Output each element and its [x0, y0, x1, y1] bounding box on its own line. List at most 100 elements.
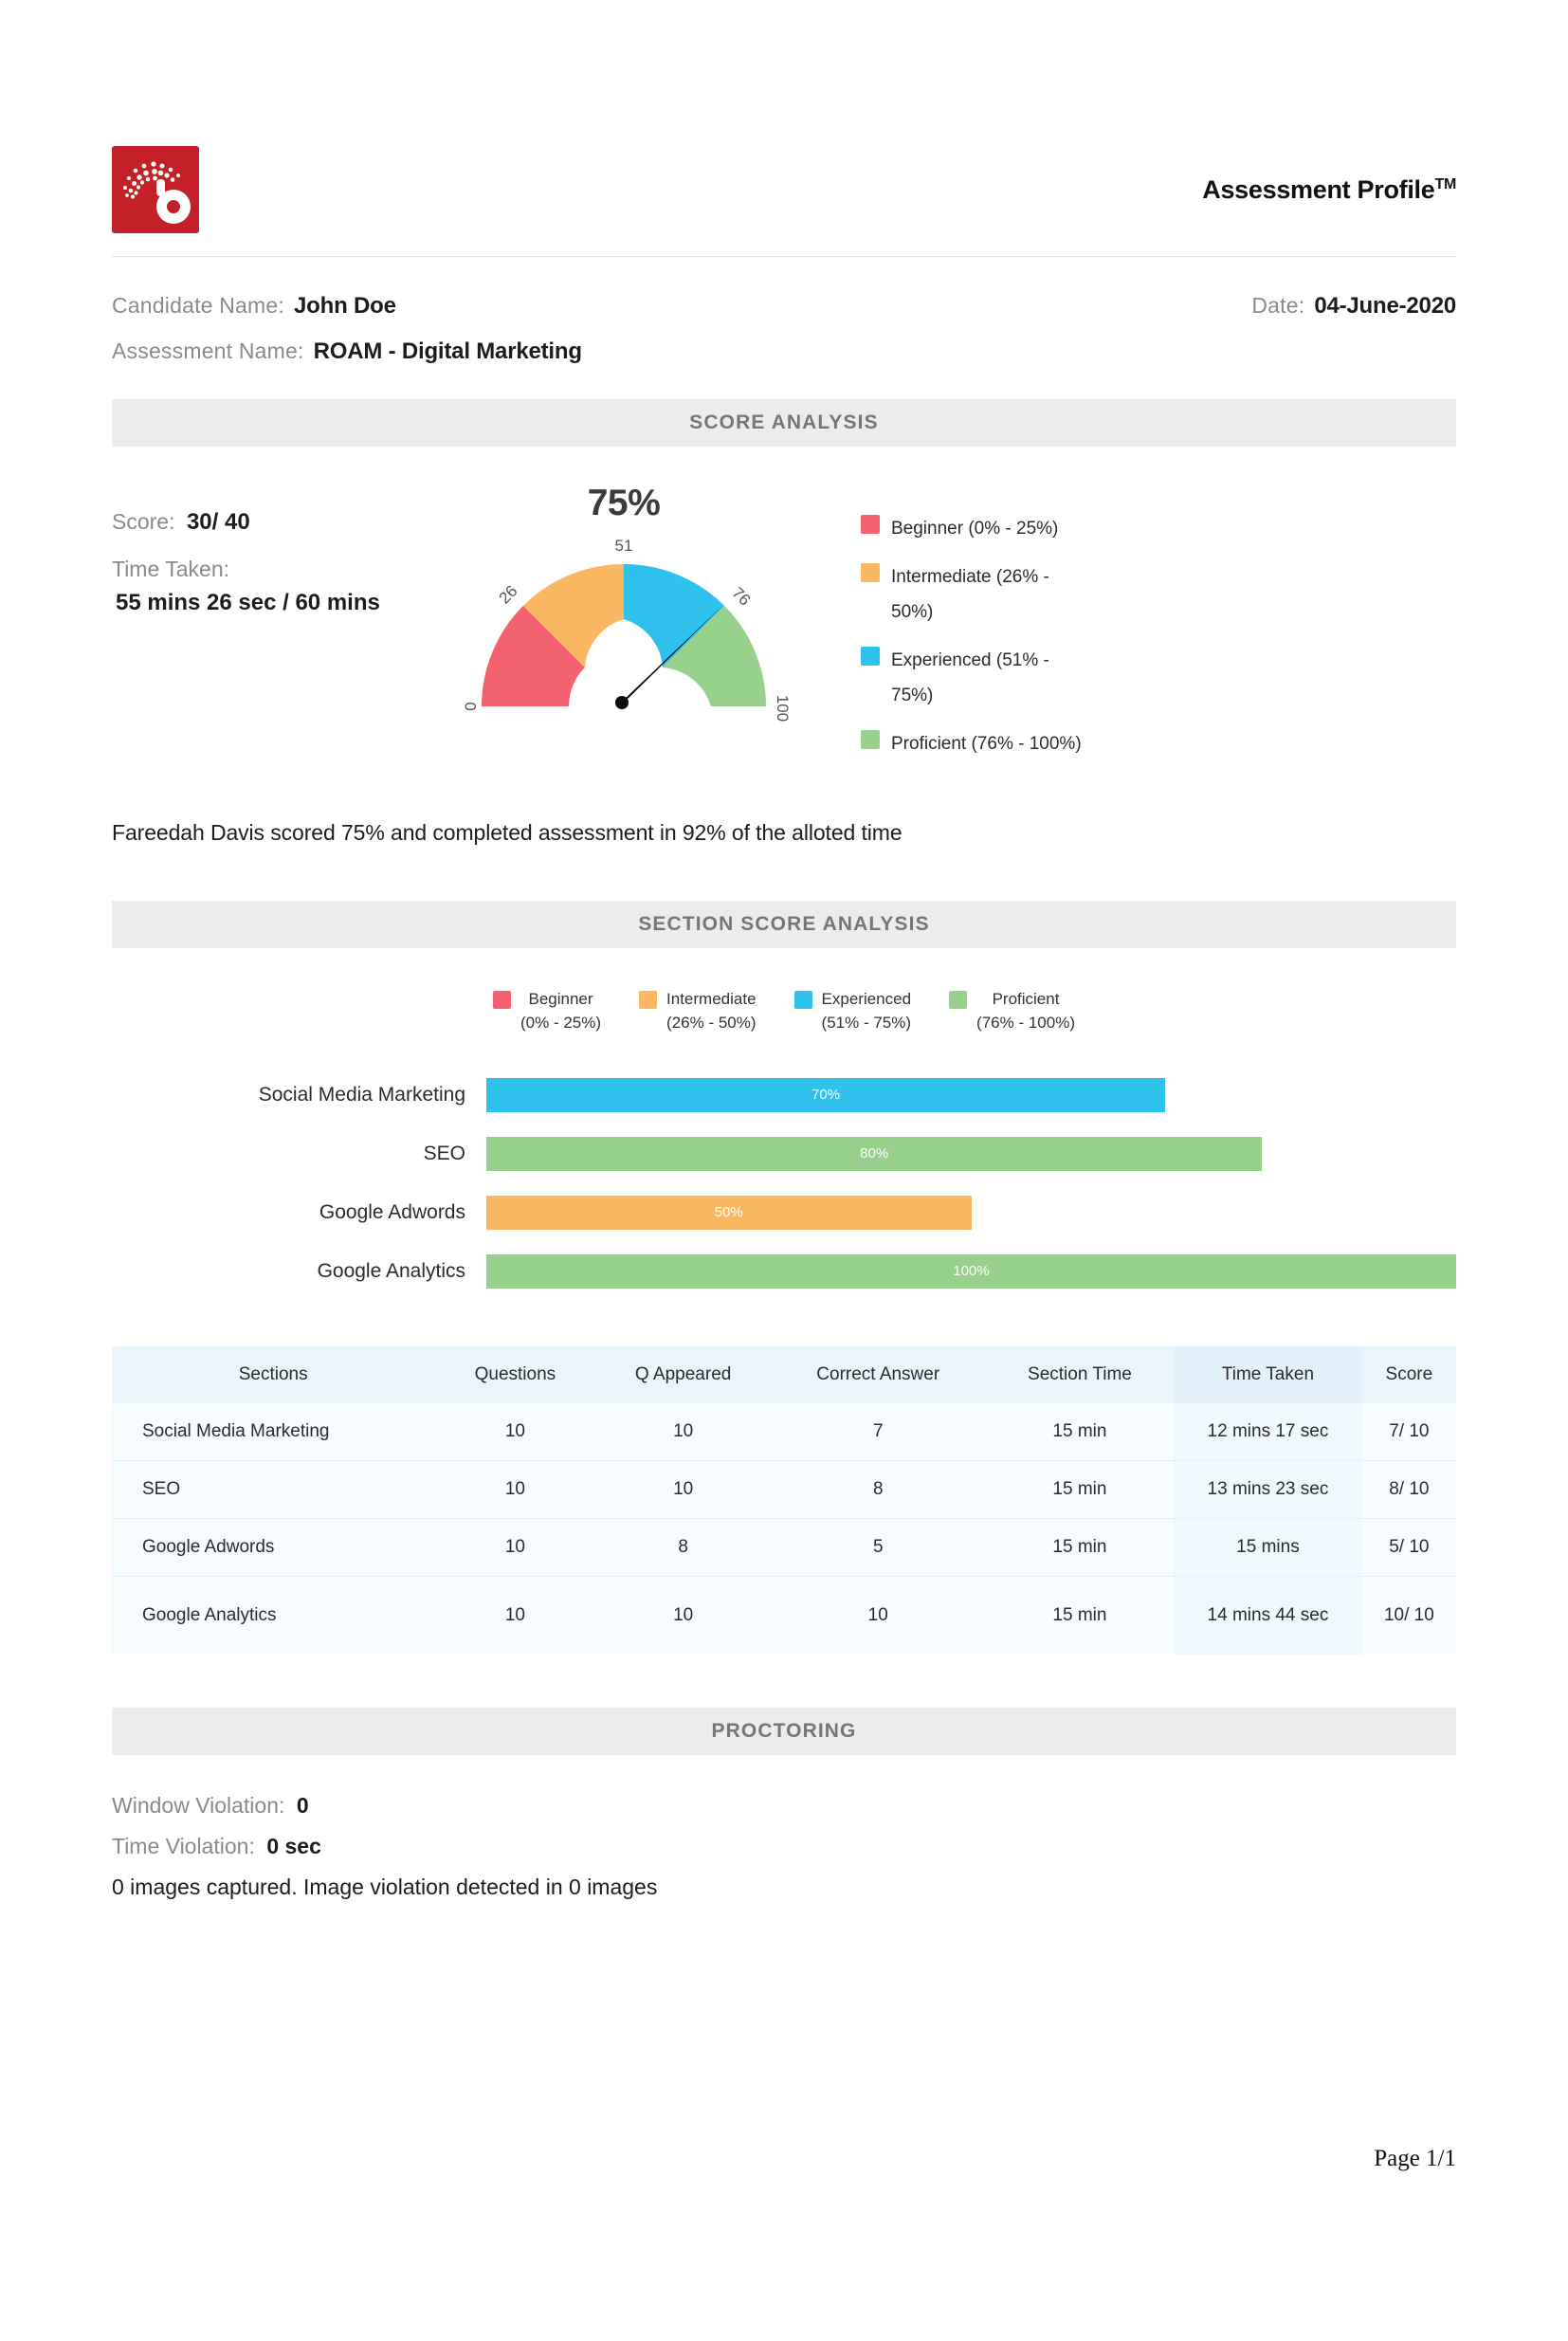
cell-q-appeared: 10: [595, 1576, 771, 1655]
legend-swatch-intermediate-icon: [861, 563, 880, 583]
col-section-time: Section Time: [985, 1345, 1175, 1403]
bar-row: Google Analytics 100%: [112, 1242, 1456, 1301]
bar-label-social-media-marketing: Social Media Marketing: [258, 1083, 465, 1106]
bar-label-seo: SEO: [423, 1142, 465, 1164]
section-legend-item-experienced: Experienced (51% - 75%): [793, 988, 912, 1034]
section-legend-item-beginner: Beginner (0% - 25%): [493, 988, 601, 1034]
cell-section: Social Media Marketing: [112, 1402, 435, 1461]
legend-item-beginner: Beginner (0% - 25%): [861, 511, 1231, 546]
section-legend-name-intermediate: Intermediate: [666, 990, 757, 1009]
section-legend-swatch-beginner-icon: [493, 991, 511, 1010]
section-legend-swatch-proficient-icon: [949, 991, 968, 1010]
bar-value-google-analytics: 100%: [953, 1263, 990, 1280]
section-header-section-score: SECTION SCORE ANALYSIS: [112, 901, 1456, 949]
time-taken-label: Time Taken:: [112, 557, 229, 581]
bar-fill-google-analytics: 100%: [486, 1253, 1456, 1289]
logo-rays-icon: [123, 161, 180, 199]
section-legend-text-experienced: Experienced (51% - 75%): [822, 988, 912, 1034]
logo-letter-b-icon: [156, 179, 191, 224]
bar-row: Google Adwords 50%: [112, 1183, 1456, 1242]
cell-section-time: 15 min: [985, 1518, 1175, 1577]
meta-row-assessment: Assessment Name: ROAM - Digital Marketin…: [112, 338, 1456, 365]
section-score-table: Sections Questions Q Appeared Correct An…: [112, 1345, 1456, 1655]
legend-label-experienced: Experienced (51% - 75%): [891, 650, 1049, 706]
col-questions: Questions: [434, 1345, 596, 1403]
score-summary-sentence: Fareedah Davis scored 75% and completed …: [112, 820, 903, 846]
cell-questions: 10: [434, 1576, 596, 1655]
legend-swatch-proficient-icon: [861, 730, 880, 750]
cell-q-appeared: 8: [595, 1518, 771, 1577]
section-legend-range-experienced: (51% - 75%): [821, 1013, 912, 1032]
bar-label-google-adwords: Google Adwords: [319, 1200, 465, 1223]
gauge-tick-51: 51: [615, 537, 633, 555]
section-score-table-wrap: Sections Questions Q Appeared Correct An…: [0, 1345, 1568, 1655]
gauge-band-beginner: [482, 605, 585, 706]
table-header-row: Sections Questions Q Appeared Correct An…: [112, 1345, 1456, 1403]
legend-item-intermediate: Intermediate (26% - 50%): [861, 559, 1231, 630]
gauge-svg: 0 26 51 76 100: [462, 537, 792, 722]
bar-row: Social Media Marketing 70%: [112, 1066, 1456, 1125]
cell-section-time: 15 min: [985, 1402, 1175, 1461]
cell-section: Google Adwords: [112, 1518, 435, 1577]
section-header-proctoring: PROCTORING: [112, 1707, 1456, 1755]
time-violation-value: 0 sec: [266, 1833, 321, 1858]
section-legend-item-intermediate: Intermediate (26% - 50%): [639, 988, 757, 1034]
section-header-section-score-label: SECTION SCORE ANALYSIS: [638, 913, 930, 936]
score-value: 30/ 40: [186, 509, 250, 535]
date-group: Date: 04-June-2020: [1251, 293, 1456, 320]
section-score-bar-chart: Social Media Marketing 70% SEO 80% Googl…: [0, 1066, 1568, 1301]
trademark-mark: TM: [1434, 175, 1456, 192]
gauge-tick-100: 100: [774, 695, 792, 722]
assessment-name-label: Assessment Name:: [112, 338, 304, 363]
cell-section-time: 15 min: [985, 1460, 1175, 1519]
page-title: Assessment ProfileTM: [1202, 175, 1456, 205]
section-legend-range-proficient: (76% - 100%): [976, 1013, 1075, 1032]
col-sections: Sections: [112, 1345, 435, 1403]
score-summary-left: Score: 30/ 40 Time Taken: 55 mins 26 sec…: [112, 483, 425, 637]
cell-correct-answer: 7: [770, 1402, 986, 1461]
section-legend-name-beginner: Beginner: [528, 990, 593, 1009]
gauge-band-proficient: [663, 605, 766, 706]
time-taken-row: Time Taken: 55 mins 26 sec / 60 mins: [112, 557, 425, 616]
cell-time-taken: 15 mins: [1174, 1518, 1362, 1577]
section-legend-text-beginner: Beginner (0% - 25%): [520, 988, 601, 1034]
legend-item-proficient: Proficient (76% - 100%): [861, 726, 1231, 761]
proctoring-body: Window Violation: 0 Time Violation: 0 se…: [0, 1793, 1568, 1900]
candidate-meta: Candidate Name: John Doe Date: 04-June-2…: [0, 293, 1568, 365]
assessment-name-group: Assessment Name: ROAM - Digital Marketin…: [112, 338, 582, 365]
cell-score: 8/ 10: [1361, 1460, 1456, 1519]
gauge-tick-26: 26: [496, 582, 521, 608]
cell-questions: 10: [434, 1460, 596, 1519]
table-body: Social Media Marketing 10 10 7 15 min 12…: [112, 1402, 1456, 1655]
cell-time-taken: 13 mins 23 sec: [1174, 1460, 1362, 1519]
section-legend-range-beginner: (0% - 25%): [520, 1013, 602, 1032]
legend-swatch-beginner-icon: [861, 515, 880, 534]
cell-section: SEO: [112, 1460, 435, 1519]
assessment-name-value: ROAM - Digital Marketing: [313, 338, 582, 364]
cell-questions: 10: [434, 1402, 596, 1461]
legend-label-proficient: Proficient (76% - 100%): [891, 734, 1082, 755]
table-row: Google Adwords 10 8 5 15 min 15 mins 5/ …: [112, 1518, 1456, 1577]
meta-row-candidate: Candidate Name: John Doe Date: 04-June-2…: [112, 293, 1456, 320]
cell-time-taken: 14 mins 44 sec: [1174, 1576, 1362, 1655]
cell-time-taken: 12 mins 17 sec: [1174, 1402, 1362, 1461]
section-legend-name-experienced: Experienced: [821, 990, 912, 1009]
cell-correct-answer: 5: [770, 1518, 986, 1577]
table-row: SEO 10 10 8 15 min 13 mins 23 sec 8/ 10: [112, 1460, 1456, 1519]
time-violation-row: Time Violation: 0 sec: [112, 1834, 1456, 1859]
score-gauge-chart: 75% 0 26 51 76 100: [425, 483, 823, 744]
gauge-legend: Beginner (0% - 25%) Intermediate (26% - …: [823, 483, 1231, 775]
gauge-percent-label: 75%: [587, 483, 661, 523]
bar-fill-social-media-marketing: 70%: [486, 1077, 1166, 1112]
bar-track: 50%: [486, 1195, 1456, 1230]
section-header-score-analysis-label: SCORE ANALYSIS: [689, 412, 879, 433]
table-head: Sections Questions Q Appeared Correct An…: [112, 1345, 1456, 1403]
section-header-proctoring-label: PROCTORING: [711, 1719, 857, 1742]
page-title-text: Assessment Profile: [1202, 174, 1435, 204]
cell-score: 10/ 10: [1361, 1576, 1456, 1655]
gauge-needle-hub: [615, 696, 629, 709]
bar-row: SEO 80%: [112, 1125, 1456, 1183]
candidate-name-value: John Doe: [294, 293, 396, 319]
date-label: Date:: [1251, 293, 1305, 318]
bar-value-seo: 80%: [860, 1145, 889, 1162]
